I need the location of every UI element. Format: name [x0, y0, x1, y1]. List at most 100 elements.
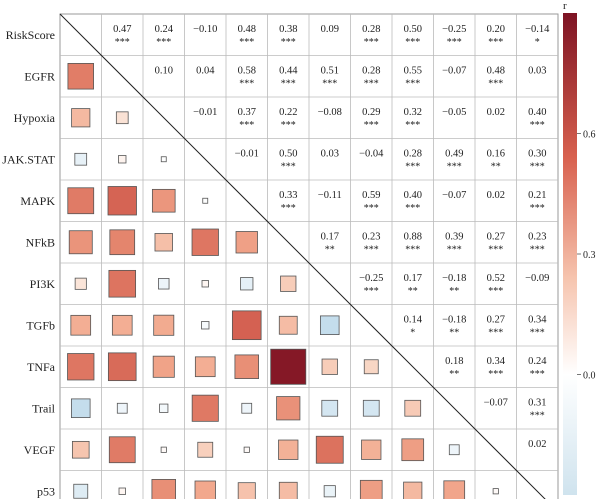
cell-value: 0.02 [528, 439, 546, 450]
correlation-square [231, 310, 262, 341]
row-label: p53 [37, 484, 55, 498]
correlation-square [118, 155, 127, 164]
correlation-square [118, 487, 126, 495]
cell-value: 0.22 [279, 107, 297, 118]
cell-value: −0.09 [525, 273, 549, 284]
significance-stars: * [535, 37, 540, 48]
significance-stars: *** [405, 79, 420, 90]
correlation-square [108, 269, 137, 298]
correlation-square [115, 111, 129, 125]
cell-value: 0.04 [196, 66, 215, 77]
colorbar-tick-label: 0.6 [583, 130, 596, 141]
cell-value: 0.48 [487, 66, 505, 77]
correlation-square [71, 108, 91, 128]
correlation-square [321, 399, 339, 417]
cell-value: 0.16 [487, 149, 505, 160]
significance-stars: *** [281, 79, 296, 90]
cell-value: 0.47 [113, 24, 131, 35]
correlation-square [191, 228, 219, 256]
cell-value: 0.48 [238, 24, 256, 35]
correlation-square [448, 444, 460, 456]
significance-stars: *** [364, 286, 379, 297]
cell-value: 0.59 [362, 190, 380, 201]
correlation-square [240, 277, 254, 291]
cell-value: 0.23 [528, 232, 546, 243]
cell-value: 0.88 [404, 232, 422, 243]
significance-stars: *** [364, 203, 379, 214]
cell-value: 0.50 [404, 24, 422, 35]
cell-value: −0.01 [193, 107, 217, 118]
correlation-square [109, 229, 136, 256]
colorbar: r 0.0 0.3 0.6 [563, 0, 596, 495]
correlation-square [201, 321, 210, 330]
significance-stars: *** [322, 79, 337, 90]
significance-stars: *** [405, 162, 420, 173]
correlation-square [270, 348, 307, 385]
significance-stars: *** [364, 120, 379, 131]
significance-stars: *** [405, 37, 420, 48]
cell-value: −0.07 [442, 190, 466, 201]
correlation-square [152, 355, 175, 378]
correlation-square [321, 358, 338, 375]
correlation-square [159, 403, 169, 413]
cell-value: 0.32 [404, 107, 422, 118]
cell-value: 0.17 [321, 232, 339, 243]
cell-value: −0.14 [525, 24, 550, 35]
significance-stars: ** [325, 245, 335, 256]
significance-stars: *** [115, 37, 130, 48]
correlation-square [404, 399, 422, 417]
cell-value: 0.40 [528, 107, 546, 118]
cell-value: −0.08 [318, 107, 342, 118]
significance-stars: ** [408, 286, 418, 297]
cell-value: 0.10 [155, 66, 173, 77]
cell-value: −0.18 [442, 315, 466, 326]
cell-value: 0.21 [528, 190, 546, 201]
cell-value: 0.40 [404, 190, 422, 201]
cell-value: 0.17 [404, 273, 422, 284]
cell-value: 0.03 [321, 149, 339, 160]
correlation-square [280, 275, 297, 292]
matrix-grid [59, 13, 559, 499]
cell-value: −0.18 [442, 273, 466, 284]
cell-value: −0.25 [359, 273, 383, 284]
significance-stars: *** [488, 286, 503, 297]
cell-value: −0.25 [442, 24, 466, 35]
cell-value: −0.01 [235, 149, 259, 160]
cell-value: 0.14 [404, 315, 423, 326]
significance-stars: *** [239, 79, 254, 90]
correlation-square [237, 482, 256, 499]
significance-stars: ** [449, 369, 459, 380]
cell-value: 0.20 [487, 24, 505, 35]
cell-value: 0.55 [404, 66, 422, 77]
significance-stars: *** [488, 79, 503, 90]
significance-stars: ** [491, 162, 501, 173]
correlation-square [154, 233, 173, 252]
correlation-square [107, 186, 137, 216]
correlation-square [197, 441, 214, 458]
significance-stars: *** [239, 120, 254, 131]
row-label: Trail [32, 401, 56, 415]
colorbar-gradient [563, 13, 577, 495]
significance-stars: *** [530, 203, 545, 214]
correlation-square [443, 480, 466, 499]
correlation-square [492, 488, 499, 495]
correlation-square [278, 315, 298, 335]
significance-stars: *** [530, 162, 545, 173]
correlation-square [359, 479, 383, 499]
cell-value: 0.49 [445, 149, 463, 160]
cell-value: 0.27 [487, 315, 505, 326]
row-label: TNFa [27, 360, 56, 374]
correlation-square [201, 280, 209, 288]
row-label: TGFb [26, 318, 55, 332]
row-labels: RiskScore EGFR Hypoxia JAK.STAT MAPK NFkB PI3K… [2, 28, 55, 499]
significance-stars: *** [281, 203, 296, 214]
correlation-square [323, 485, 336, 498]
cell-value: 0.23 [362, 232, 380, 243]
correlation-square [151, 188, 176, 213]
significance-stars: *** [530, 120, 545, 131]
cell-value: 0.34 [528, 315, 547, 326]
significance-stars: * [410, 328, 415, 339]
correlation-square [108, 436, 136, 464]
correlation-square [361, 439, 382, 460]
correlation-square [362, 399, 380, 417]
